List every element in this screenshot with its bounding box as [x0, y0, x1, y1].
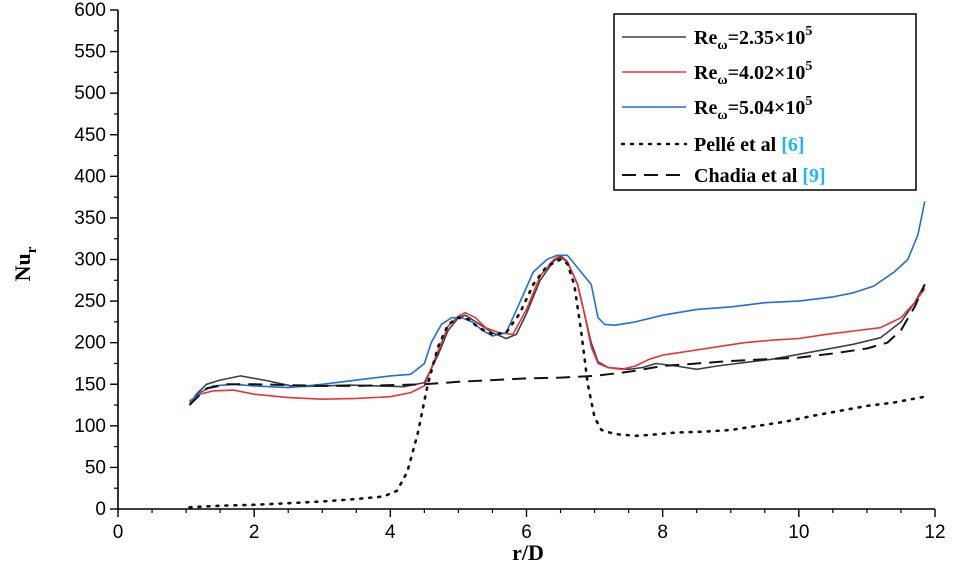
ticks: 0 2 4 6 8 10 12 0 50 100 150 200 250 300 350 400 450 500 5… — [74, 0, 945, 543]
y-tick-label: 600 — [74, 0, 106, 21]
y-tick-label: 200 — [74, 333, 106, 354]
y-tick-label: 100 — [74, 416, 106, 437]
series-line-chadia — [188, 283, 926, 406]
legend-label-re235: Reω=2.35×105 — [694, 24, 812, 53]
y-axis-title-sub: r — [24, 246, 40, 253]
series-line-re402 — [189, 254, 926, 402]
legend-label-re402: Reω=4.02×105 — [694, 59, 812, 88]
series-line-re235 — [188, 256, 926, 406]
y-tick-label: 450 — [74, 125, 106, 146]
x-tick-label: 6 — [521, 522, 532, 543]
y-tick-label: 350 — [74, 208, 106, 229]
y-tick-label: 50 — [85, 457, 106, 478]
y-tick-label: 150 — [74, 374, 106, 395]
x-tick-label: 12 — [924, 522, 945, 543]
legend-label-chadia: Chadia et al [9] — [694, 165, 826, 187]
y-axis-title-base: Nu — [10, 253, 35, 281]
legend-box — [613, 13, 917, 191]
x-tick-label: 4 — [385, 522, 396, 543]
legend-label-pelle: Pellé et al [6] — [694, 134, 805, 156]
series-line-re504 — [188, 201, 926, 404]
legend: Reω=2.35×105 Reω=4.02×105 Reω=5.04×105 P… — [613, 13, 917, 191]
x-tick-label: 10 — [788, 522, 809, 543]
x-tick-label: 2 — [249, 522, 260, 543]
y-axis-title: Nur — [10, 246, 40, 281]
svg-text:Nur: Nur — [10, 246, 40, 281]
y-tick-label: 500 — [74, 83, 106, 104]
x-axis-title: r/D — [512, 540, 544, 565]
y-tick-label: 300 — [74, 250, 106, 271]
x-tick-label: 0 — [113, 522, 124, 543]
legend-label-re504: Reω=5.04×105 — [694, 94, 812, 123]
y-tick-label: 0 — [95, 499, 106, 520]
x-tick-label: 8 — [657, 522, 668, 543]
y-tick-label: 550 — [74, 42, 106, 63]
y-tick-label: 400 — [74, 166, 106, 187]
plot-lines — [188, 201, 927, 509]
y-tick-label: 250 — [74, 291, 106, 312]
series-line-pelle — [188, 258, 927, 509]
